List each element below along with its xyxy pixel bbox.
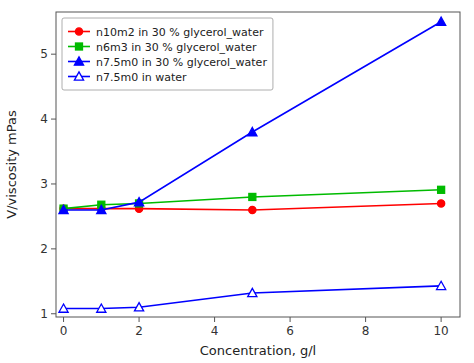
legend-marker	[75, 28, 82, 35]
y-tick-label: 3	[40, 177, 48, 191]
legend-frame	[62, 18, 273, 90]
y-tick-label: 1	[40, 307, 48, 321]
x-tick	[365, 317, 366, 322]
point	[438, 186, 445, 193]
y-tick	[51, 183, 56, 184]
x-tick-label: 8	[362, 324, 370, 338]
x-tick-label: 2	[135, 324, 143, 338]
x-tick-label: 4	[211, 324, 219, 338]
y-tick-label: 4	[40, 112, 48, 126]
y-tick	[51, 54, 56, 55]
point	[59, 304, 68, 312]
point	[249, 193, 256, 200]
y-tick-label: 2	[40, 242, 48, 256]
point	[97, 205, 106, 213]
y-tick-label: 5	[40, 47, 48, 61]
legend-label: n7.5m0 in water	[96, 71, 187, 84]
point	[437, 17, 446, 25]
x-tick-label: 0	[60, 324, 68, 338]
point	[97, 304, 106, 312]
x-tick	[441, 317, 442, 322]
point	[248, 288, 257, 296]
x-tick	[139, 317, 140, 322]
x-axis-label: Concentration, g/l	[200, 343, 316, 358]
point	[134, 303, 143, 311]
y-tick	[51, 313, 56, 314]
x-tick	[290, 317, 291, 322]
series-line	[64, 286, 442, 309]
legend-marker	[74, 72, 83, 80]
plot-data	[59, 17, 446, 312]
legend-label: n7.5m0 in 30 % glycerol_water	[96, 56, 267, 69]
x-tick-label: 6	[286, 324, 294, 338]
y-axis-label: V/viscosity mPas	[4, 110, 19, 219]
chart: 024681012345Concentration, g/lV/viscosit…	[0, 0, 474, 363]
legend-label: n10m2 in 30 % glycerol_water	[96, 26, 264, 39]
y-tick	[51, 248, 56, 249]
series-line	[64, 22, 442, 210]
point	[248, 127, 257, 135]
point	[59, 205, 68, 213]
point	[438, 200, 445, 207]
point	[437, 281, 446, 289]
x-tick	[63, 317, 64, 322]
point	[134, 198, 143, 206]
legend-label: n6m3 in 30 % glycerol_water	[96, 41, 257, 54]
legend-marker	[76, 43, 83, 50]
point	[249, 206, 256, 213]
legend-marker	[74, 57, 83, 65]
x-tick-label: 10	[433, 324, 448, 338]
plot-frame	[56, 12, 460, 317]
x-tick	[214, 317, 215, 322]
legend: n10m2 in 30 % glycerol_water n6m3 in 30 %…	[62, 18, 273, 90]
y-tick	[51, 119, 56, 120]
